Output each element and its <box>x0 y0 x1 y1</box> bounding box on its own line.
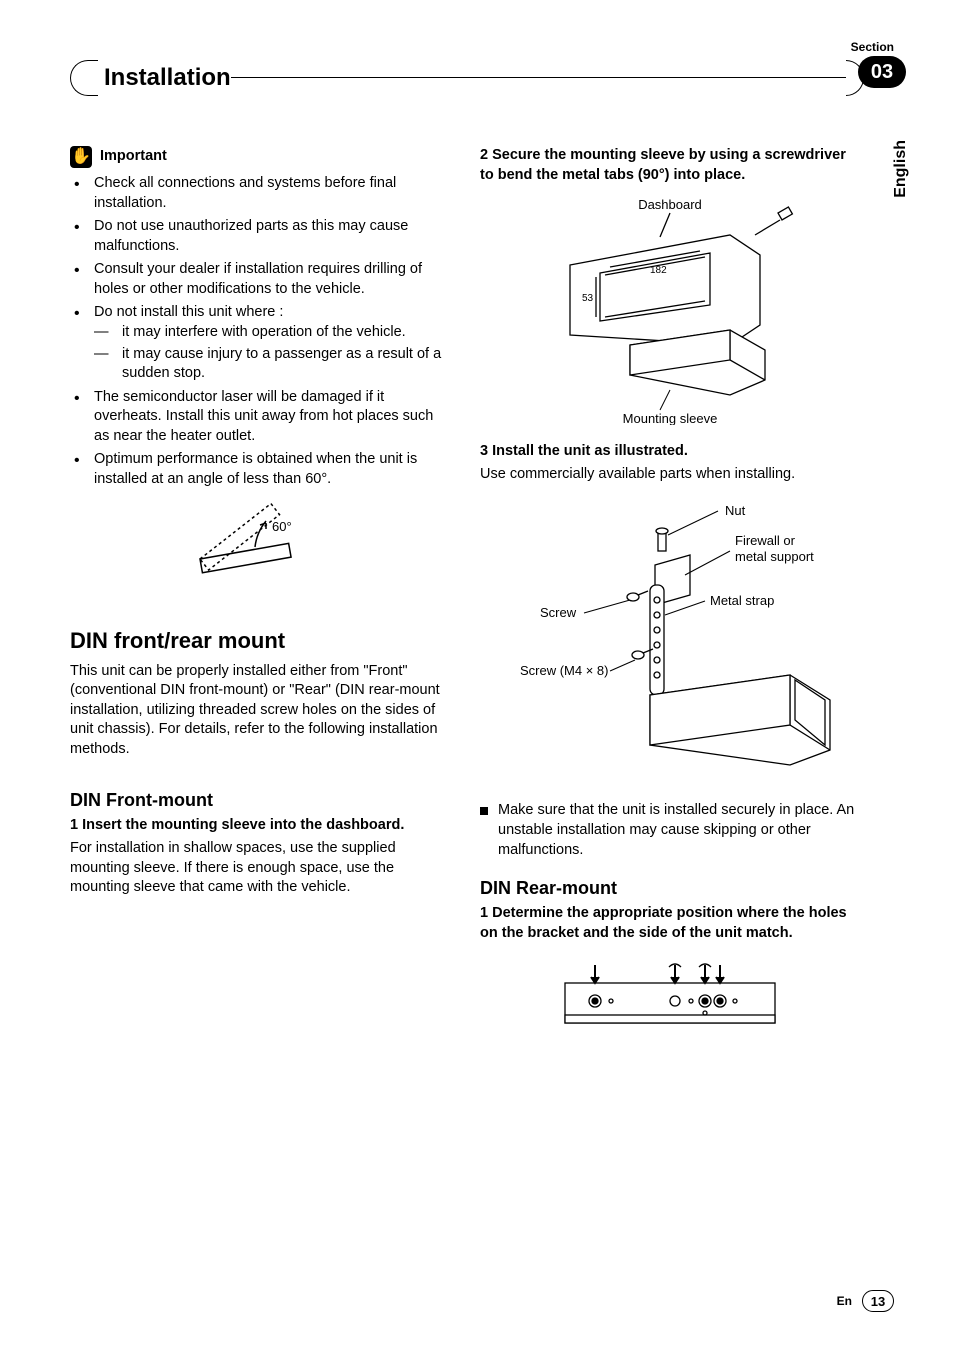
svg-text:Metal strap: Metal strap <box>710 593 774 608</box>
svg-text:Screw: Screw <box>540 605 577 620</box>
important-icon: ✋ <box>70 146 92 168</box>
angle-label: 60° <box>272 519 292 534</box>
bullet-item: Do not install this unit where : it may … <box>70 303 450 383</box>
step-2-heading: 2 Secure the mounting sleeve by using a … <box>480 146 860 185</box>
right-column: 2 Secure the mounting sleeve by using a … <box>480 146 860 1050</box>
heading-din-front: DIN Front-mount <box>70 788 450 812</box>
page-footer: En 13 <box>837 1290 894 1312</box>
heading-din-rear: DIN Rear-mount <box>480 876 860 900</box>
svg-text:metal support: metal support <box>735 549 814 564</box>
intro-paragraph: This unit can be properly installed eith… <box>70 662 450 760</box>
title-bar: Installation <box>70 60 864 96</box>
bullet-item: Consult your dealer if installation requ… <box>70 260 450 299</box>
step-3-body: Use commercially available parts when in… <box>480 465 860 485</box>
bullet-item: Check all connections and systems before… <box>70 174 450 213</box>
bullet-item: The semiconductor laser will be damaged … <box>70 388 450 447</box>
section-label: Section <box>851 40 894 54</box>
bullet-text: Do not install this unit where : <box>94 304 283 320</box>
bullet-item: Optimum performance is obtained when the… <box>70 450 450 489</box>
figure-install: Nut Firewall or metal support Metal stra… <box>480 495 860 792</box>
note-block: Make sure that the unit is installed sec… <box>480 801 860 860</box>
svg-text:53: 53 <box>582 293 594 304</box>
left-column: ✋ Important Check all connections and sy… <box>70 146 450 1050</box>
rear-step-1-heading: 1 Determine the appropriate position whe… <box>480 904 860 943</box>
figure-rear-holes <box>480 953 860 1040</box>
step-3-heading: 3 Install the unit as illustrated. <box>480 442 860 462</box>
svg-text:Nut: Nut <box>725 503 746 518</box>
svg-text:Dashboard: Dashboard <box>638 197 702 212</box>
svg-text:Screw (M4 × 8): Screw (M4 × 8) <box>520 663 609 678</box>
page-title: Installation <box>98 64 231 92</box>
svg-text:Mounting sleeve: Mounting sleeve <box>623 411 718 425</box>
dash-item: it may interfere with operation of the v… <box>94 323 450 343</box>
svg-text:182: 182 <box>650 265 667 276</box>
step-1-heading: 1 Insert the mounting sleeve into the da… <box>70 816 450 836</box>
section-number-pill: 03 <box>858 56 906 88</box>
step-1-body: For installation in shallow spaces, use … <box>70 839 450 898</box>
heading-din-mount: DIN front/rear mount <box>70 626 450 656</box>
angle-figure: 60° <box>70 499 450 606</box>
svg-text:Firewall or: Firewall or <box>735 533 796 548</box>
important-list: Check all connections and systems before… <box>70 174 450 489</box>
note-bullet-icon <box>480 807 488 815</box>
dash-item: it may cause injury to a passenger as a … <box>94 345 450 384</box>
footer-lang: En <box>837 1294 852 1308</box>
note-text: Make sure that the unit is installed sec… <box>498 801 860 860</box>
language-tab: English <box>892 140 910 198</box>
important-label: Important <box>100 147 167 167</box>
footer-page-number: 13 <box>862 1290 894 1312</box>
figure-dashboard: Dashboard 182 53 <box>480 195 860 432</box>
bullet-item: Do not use unauthorized parts as this ma… <box>70 217 450 256</box>
